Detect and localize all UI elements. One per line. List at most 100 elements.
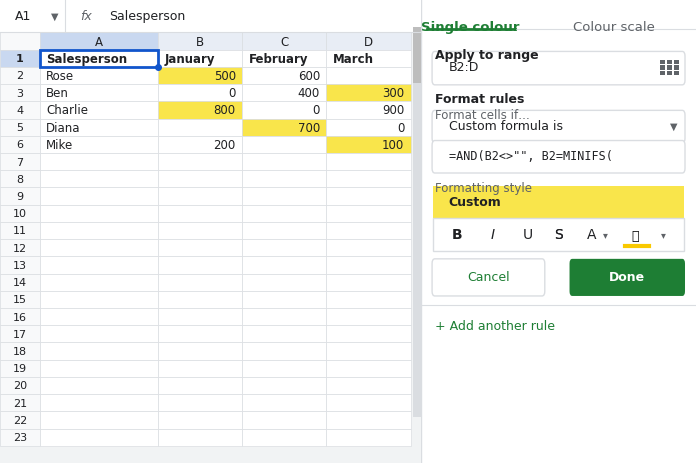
Text: 22: 22: [13, 415, 27, 425]
Text: ▾: ▾: [661, 230, 665, 240]
FancyBboxPatch shape: [432, 52, 685, 86]
Bar: [326, 377, 411, 394]
Text: 200: 200: [214, 138, 236, 151]
FancyBboxPatch shape: [432, 259, 545, 296]
Bar: [326, 325, 411, 343]
Text: 13: 13: [13, 260, 27, 270]
Text: Custom: Custom: [448, 195, 501, 208]
Text: 10: 10: [13, 209, 27, 219]
Bar: [0, 325, 40, 343]
Bar: [40, 412, 158, 429]
Bar: [661, 66, 665, 70]
Bar: [0, 85, 40, 102]
Bar: [158, 291, 242, 308]
Text: Rose: Rose: [47, 70, 74, 83]
Text: Mike: Mike: [47, 138, 74, 151]
Bar: [0, 154, 40, 171]
Text: 19: 19: [13, 363, 27, 374]
Bar: [40, 33, 158, 50]
Bar: [326, 85, 411, 102]
Bar: [242, 429, 326, 446]
Text: Format rules: Format rules: [435, 93, 524, 106]
Bar: [158, 33, 242, 50]
Text: 18: 18: [13, 346, 27, 356]
Bar: [40, 325, 158, 343]
Bar: [242, 137, 326, 154]
Bar: [158, 412, 242, 429]
Bar: [674, 66, 679, 70]
Bar: [40, 222, 158, 239]
Bar: [242, 308, 326, 325]
Text: 21: 21: [13, 398, 27, 408]
Bar: [0, 222, 40, 239]
Bar: [158, 429, 242, 446]
Bar: [40, 429, 158, 446]
Bar: [242, 377, 326, 394]
Text: 800: 800: [214, 104, 236, 117]
FancyBboxPatch shape: [432, 141, 685, 174]
FancyBboxPatch shape: [0, 0, 421, 33]
Bar: [0, 239, 40, 257]
Text: Charlie: Charlie: [47, 104, 88, 117]
Bar: [40, 257, 158, 274]
Bar: [0, 50, 40, 68]
Bar: [40, 394, 158, 412]
Bar: [326, 68, 411, 85]
Bar: [40, 274, 158, 291]
Bar: [158, 205, 242, 222]
Bar: [326, 222, 411, 239]
Bar: [326, 239, 411, 257]
Bar: [0, 205, 40, 222]
Bar: [326, 137, 411, 154]
Bar: [242, 274, 326, 291]
Text: B2:D: B2:D: [448, 61, 479, 74]
Bar: [326, 205, 411, 222]
Bar: [40, 308, 158, 325]
Text: 16: 16: [13, 312, 27, 322]
Text: 300: 300: [382, 87, 404, 100]
Text: Apply to range: Apply to range: [435, 49, 539, 62]
Text: 500: 500: [214, 70, 236, 83]
Text: Formatting style: Formatting style: [435, 181, 532, 194]
Bar: [0, 429, 40, 446]
Text: Format cells if…: Format cells if…: [435, 109, 530, 122]
Bar: [242, 205, 326, 222]
Text: 15: 15: [13, 295, 27, 305]
Text: Ben: Ben: [47, 87, 69, 100]
Bar: [242, 239, 326, 257]
Bar: [40, 102, 158, 119]
Text: 0: 0: [397, 121, 404, 134]
Text: 0: 0: [313, 104, 320, 117]
Bar: [0, 412, 40, 429]
Text: B: B: [452, 228, 462, 242]
Text: 1: 1: [16, 54, 24, 64]
Bar: [242, 394, 326, 412]
Text: ▼: ▼: [51, 12, 58, 22]
Text: 23: 23: [13, 432, 27, 442]
Text: U: U: [523, 228, 533, 242]
Text: 7: 7: [17, 157, 24, 167]
Bar: [158, 377, 242, 394]
Bar: [0, 394, 40, 412]
Bar: [0, 171, 40, 188]
FancyBboxPatch shape: [434, 186, 683, 220]
Text: 9: 9: [17, 192, 24, 201]
Text: March: March: [333, 53, 374, 66]
Text: A: A: [587, 228, 596, 242]
Bar: [242, 343, 326, 360]
Bar: [158, 85, 242, 102]
Bar: [158, 50, 242, 68]
Text: 2: 2: [17, 71, 24, 81]
Bar: [158, 68, 242, 85]
Bar: [158, 274, 242, 291]
Bar: [326, 154, 411, 171]
Text: Custom formula is: Custom formula is: [448, 120, 562, 133]
Bar: [242, 257, 326, 274]
Bar: [242, 50, 326, 68]
Bar: [0, 68, 40, 85]
Text: 700: 700: [298, 121, 320, 134]
Bar: [326, 291, 411, 308]
Bar: [158, 154, 242, 171]
Bar: [40, 188, 158, 205]
Bar: [0, 257, 40, 274]
